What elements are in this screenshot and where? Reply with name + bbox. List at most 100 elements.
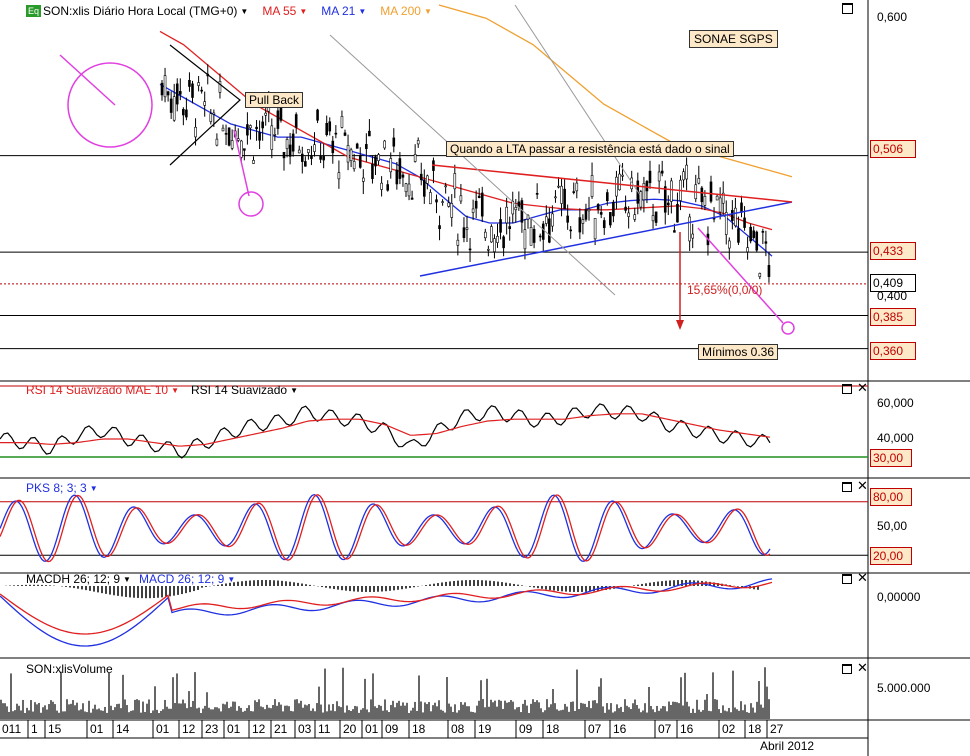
pks-level-80[interactable]: 80,00 (870, 488, 912, 506)
volume-maximize-button[interactable] (842, 664, 852, 674)
ma21-label[interactable]: MA 21 (321, 4, 356, 18)
rsi-maximize-button[interactable] (842, 384, 852, 394)
candle-body (310, 155, 313, 159)
percent-label: 15,65%(0,0/0) (687, 283, 763, 297)
title-dropdown-icon[interactable]: ▼ (240, 6, 249, 16)
eq-icon[interactable]: Eq (26, 5, 42, 17)
channel-line (329, 34, 616, 296)
highlight-circle-large (67, 62, 153, 148)
candle-body (346, 145, 350, 163)
price-axis-0400: 0,400 (877, 289, 908, 303)
pks-dropdown-icon[interactable]: ▼ (89, 483, 98, 493)
candle-body (752, 230, 756, 238)
candle-body (734, 207, 737, 227)
price-axis-0600: 0,600 (877, 10, 908, 24)
candle-body (276, 110, 280, 129)
pks-close-icon[interactable]: ✕ (857, 478, 868, 493)
candle-body (230, 140, 234, 149)
pks-k-line (0, 493, 771, 562)
price-level-0409[interactable]: 0,409 (870, 274, 916, 292)
rsi-header: RSI 14 Suavizado MAE 10 ▼ RSI 14 Suaviza… (26, 383, 298, 397)
candle-body (563, 188, 566, 210)
candle-body (682, 171, 685, 181)
rsi-title[interactable]: RSI 14 Suavizado (191, 383, 288, 397)
candle-body (703, 196, 707, 206)
ma21-dropdown-icon[interactable]: ▼ (358, 6, 367, 16)
main-header: Eq SON:xlis Diário Hora Local (TMG+0) ▼ … (26, 3, 432, 19)
pks-level-20[interactable]: 20,00 (870, 547, 912, 565)
volume-title[interactable]: SON:xlisVolume (26, 662, 113, 676)
candle-body (270, 125, 274, 150)
candle-body (374, 156, 377, 167)
ma200-label[interactable]: MA 200 (380, 4, 421, 18)
candle-body (410, 197, 414, 200)
candle-body (645, 181, 649, 192)
macd-close-icon[interactable]: ✕ (857, 570, 868, 585)
candle-body (572, 191, 576, 193)
rsi-dropdown-icon[interactable]: ▼ (290, 385, 298, 395)
candle-body (749, 226, 752, 242)
candle-body (663, 186, 667, 213)
price-level-0385[interactable]: 0,385 (870, 308, 916, 326)
candle-body (316, 109, 319, 121)
triangle-pattern (169, 44, 241, 166)
candle-body (294, 114, 298, 128)
volume-close-icon[interactable]: ✕ (857, 660, 868, 675)
price-level-0506[interactable]: 0,506 (870, 140, 916, 158)
candle-body (331, 140, 335, 154)
candle-body (569, 229, 573, 232)
candle-body (709, 181, 713, 202)
magenta-projection-line (697, 227, 784, 324)
price-level-0433[interactable]: 0,433 (870, 242, 916, 260)
candle-body (297, 149, 301, 154)
macd-signal-line (0, 581, 773, 635)
candle-body (169, 98, 173, 113)
date-label: 21 (274, 722, 288, 736)
candle-body (166, 91, 170, 96)
pks-maximize-button[interactable] (842, 482, 852, 492)
candle-body (724, 212, 728, 235)
candle-body (587, 208, 591, 212)
highlight-pointer (59, 54, 116, 106)
macd-title[interactable]: MACD 26; 12; 9 (138, 572, 225, 586)
pks-header: PKS 8; 3; 3 ▼ (26, 481, 98, 495)
macdh-title[interactable]: MACDH 26; 12; 9 (26, 572, 121, 586)
candle-body (487, 249, 490, 251)
candle-body (651, 215, 655, 222)
candle-body (584, 209, 588, 220)
candle-body (755, 231, 759, 251)
candle-body (441, 201, 444, 203)
candle-body (435, 199, 438, 203)
chart-title[interactable]: SON:xlis Diário Hora Local (TMG+0) (43, 4, 238, 18)
rsi-mae-title[interactable]: RSI 14 Suavizado MAE 10 (26, 383, 169, 397)
minimos-label: Mínimos 0.36 (698, 344, 779, 360)
ma55-label[interactable]: MA 55 (262, 4, 297, 18)
macd-dropdown-icon[interactable]: ▼ (227, 574, 236, 584)
candle-body (368, 130, 371, 137)
macdh-dropdown-icon[interactable]: ▼ (123, 574, 131, 584)
candle-body (282, 151, 286, 159)
signal-note-label: Quando a LTA passar a resistência está d… (446, 141, 734, 157)
candle-body (715, 195, 719, 201)
ma55-dropdown-icon[interactable]: ▼ (299, 6, 308, 16)
rsi-close-icon[interactable]: ✕ (857, 380, 868, 395)
candle-body (395, 169, 399, 185)
candle-body (700, 187, 704, 203)
pks-title[interactable]: PKS 8; 3; 3 (26, 481, 87, 495)
candle-body (419, 173, 423, 181)
candle-body (642, 183, 646, 201)
rsi-level-30[interactable]: 30,00 (870, 449, 912, 467)
main-maximize-button[interactable] (842, 3, 853, 14)
candle-body (575, 182, 579, 192)
candle-body (529, 226, 533, 246)
macd-maximize-button[interactable] (842, 574, 852, 584)
candle-body (654, 211, 658, 223)
rsi-mae-dropdown-icon[interactable]: ▼ (171, 385, 179, 395)
price-level-0360[interactable]: 0,360 (870, 342, 916, 360)
candle-body (459, 195, 463, 202)
candle-body (541, 223, 545, 240)
candle-body (258, 132, 261, 141)
candle-body (285, 139, 289, 149)
candle-body (609, 212, 612, 226)
ma200-dropdown-icon[interactable]: ▼ (423, 6, 432, 16)
